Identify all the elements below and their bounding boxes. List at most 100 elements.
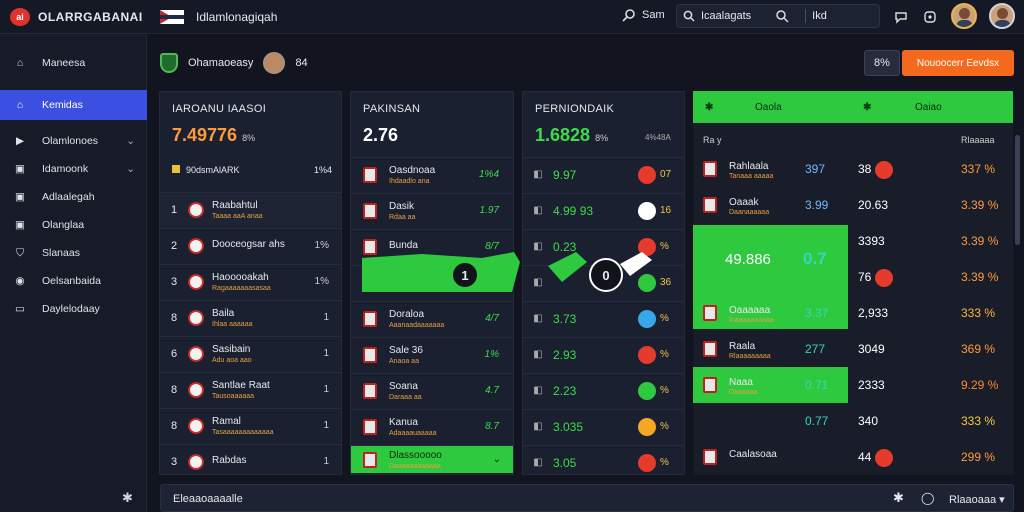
- rank: 6: [170, 347, 178, 360]
- primary-action-button[interactable]: Nouoocerr Eevdsx: [902, 50, 1014, 76]
- search-icon: [622, 9, 635, 22]
- odds-value[interactable]: 397: [805, 162, 826, 176]
- chat-icon[interactable]: [892, 8, 910, 26]
- search-icon[interactable]: [775, 9, 789, 23]
- ring-left[interactable]: 1: [450, 260, 480, 290]
- box-icon: ▣: [15, 191, 25, 203]
- team-sub: Anaoa aa: [389, 357, 419, 365]
- team-cell: Ramal Tasaaaaaaaaaaaaa: [212, 416, 303, 436]
- avatar[interactable]: [951, 3, 977, 29]
- sidebar-item[interactable]: ⌂ Kemidas: [0, 90, 147, 120]
- table-row[interactable]: 1 Raabahtul Taaaa aaA anaa: [160, 192, 341, 226]
- list-item[interactable]: Soana Daraaa aa 4.7: [351, 373, 513, 407]
- odds-value[interactable]: 277: [805, 342, 826, 356]
- list-item[interactable]: ◧ 3.05%: [523, 445, 684, 479]
- search-button[interactable]: Sam: [622, 8, 665, 22]
- row-result: %: [660, 421, 669, 432]
- odds-value[interactable]: 0.77: [805, 414, 829, 428]
- circle-icon: ◉: [15, 275, 25, 287]
- play-icon: ▶: [15, 135, 25, 147]
- scrollbar[interactable]: [1015, 135, 1020, 245]
- sidebar-item[interactable]: ▣ Adlaalegah: [0, 182, 147, 212]
- list-item[interactable]: Sale 36 Anaoa aa 1%: [351, 337, 513, 371]
- list-item[interactable]: Dasik Rdaa aa 1.97: [351, 193, 513, 227]
- chevron-down-icon[interactable]: ⌄: [492, 454, 501, 465]
- percent-value: 3.39 %: [961, 198, 999, 212]
- search-extra: Ikd: [812, 10, 827, 22]
- table-row[interactable]: 3 Haooooakah Ragaaaaaaasasaa 1%: [160, 264, 341, 298]
- table-row[interactable]: 3 Rabdas 1: [160, 444, 341, 478]
- chevron-down-icon[interactable]: ⌄: [126, 163, 135, 175]
- search-input[interactable]: Icaalagats Ikd: [676, 4, 880, 28]
- team-crest-icon: [363, 310, 377, 327]
- percent-value: 299 %: [961, 450, 996, 464]
- list-item[interactable]: Dlassooooo Daaaaaaaaaaaa ⌄: [351, 445, 513, 473]
- ring-right[interactable]: 0: [589, 258, 623, 292]
- notification-icon[interactable]: [921, 8, 939, 26]
- table-row[interactable]: 8 Santlae Raat Tausoaaaaaa 1: [160, 372, 341, 406]
- sidebar-item[interactable]: ▣ Olanglaa: [0, 210, 147, 240]
- list-item[interactable]: ◧ 2.23%: [523, 373, 684, 407]
- sidebar-item[interactable]: ⌂ Maneesa: [0, 48, 147, 78]
- odds-value[interactable]: 3.37: [805, 306, 829, 320]
- table-row[interactable]: 8 Ramal Tasaaaaaaaaaaaaa 1: [160, 408, 341, 442]
- team-name: Ramal: [212, 415, 241, 427]
- team-cell: Rabdas: [212, 455, 303, 468]
- list-item[interactable]: ◧ 3.73%: [523, 301, 684, 335]
- list-item[interactable]: ◧ 9.97 07: [523, 157, 684, 191]
- sidebar-item[interactable]: ⛉ Slanaas: [0, 238, 147, 268]
- odds-table: ✱ Oaola ✱ Oaiao Ra y Rlaaaaa 49.886 0.7 …: [693, 91, 1020, 475]
- table-row[interactable]: 8 Baila Ihlaa aaaaaa 1: [160, 300, 341, 334]
- list-item[interactable]: Doraloa Aaanaadaaaaaaa 4/7: [351, 301, 513, 335]
- avatar[interactable]: [263, 52, 286, 74]
- odds-value[interactable]: 0.71: [805, 378, 829, 392]
- list-item[interactable]: Oasdnoaa Ihdaadlo ana 1%4: [351, 157, 513, 191]
- sidebar-item[interactable]: ◉ Oelsanbaida: [0, 266, 147, 296]
- sidebar-item[interactable]: ▶ Olamlonoes ⌄: [0, 126, 147, 156]
- team-name: Dooceogsar ahs: [212, 239, 285, 250]
- list-item[interactable]: Kanua Adaaaauaaaaa 8.7: [351, 409, 513, 443]
- list-item[interactable]: Bunda 8/7: [351, 229, 513, 263]
- rank: 3: [170, 275, 178, 288]
- list-item[interactable]: ◧ 0.23%: [523, 229, 684, 263]
- team-sub: Tausoaaaaaa: [212, 392, 255, 400]
- list-item[interactable]: ◧ 2.93%: [523, 337, 684, 371]
- status-badge: [638, 237, 656, 256]
- avatar[interactable]: [989, 3, 1015, 29]
- status-badge: [638, 417, 656, 436]
- percent-value: 337 %: [961, 162, 996, 176]
- team-sub: Rlaaaaaaaaa: [729, 353, 771, 360]
- rank: 8: [170, 419, 178, 432]
- big-suffix: 8%: [595, 133, 609, 143]
- table-row[interactable]: 2 Dooceogsar ahs 1%: [160, 228, 341, 262]
- settings-icon[interactable]: ✱: [122, 490, 133, 505]
- sidebar-item[interactable]: ▣ Idamoonk ⌄: [0, 154, 147, 184]
- score-value: 2,933: [858, 306, 889, 320]
- odds-value[interactable]: 3.99: [805, 198, 829, 212]
- stat-icon: ◧: [533, 313, 543, 324]
- rank: 2: [170, 239, 178, 252]
- shield-icon: ⛉: [16, 246, 24, 259]
- home-icon: ⌂: [16, 57, 24, 69]
- table-row[interactable]: 6 Sasibain Adu aoa aao 1: [160, 336, 341, 370]
- list-item[interactable]: ◧ 3.035%: [523, 409, 684, 443]
- footer-dropdown[interactable]: Rlaaoaaa ▾: [949, 494, 1005, 506]
- nav-title[interactable]: Idlamlonagiqah: [196, 10, 278, 24]
- star-icon[interactable]: ✱: [893, 490, 904, 505]
- percent-button[interactable]: 8%: [864, 50, 900, 76]
- chevron-down-icon[interactable]: ⌄: [126, 135, 135, 147]
- highlight-block: [693, 225, 848, 329]
- chat-icon[interactable]: ◯: [921, 491, 935, 505]
- row-value: 1.97: [479, 205, 499, 216]
- list-item[interactable]: ◧ 4.99 93 16: [523, 193, 684, 227]
- predictions-panel: PERNIONDAIK 1.6828 8% 4%48A ◧ 9.97 07 ◧ 4.99…: [522, 91, 685, 475]
- highlight-value: 49.886: [725, 251, 771, 268]
- status-badge: [638, 345, 656, 364]
- team-name: Rabdas: [212, 455, 247, 466]
- app-logo[interactable]: ai: [10, 8, 30, 26]
- team-cell: Baila Ihlaa aaaaaa: [212, 308, 303, 328]
- flag-icon[interactable]: [160, 10, 184, 24]
- panel-sub-row: 90dsmAlARK 1%4: [172, 165, 332, 175]
- sidebar-item[interactable]: ▭ Daylelodaay: [0, 294, 147, 324]
